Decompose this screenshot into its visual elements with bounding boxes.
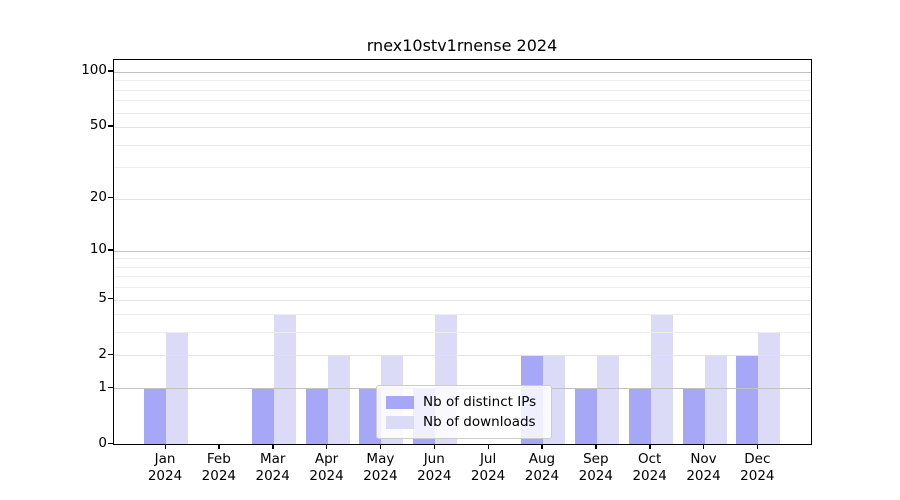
x-tick-mark <box>756 444 759 449</box>
bar <box>650 314 673 444</box>
x-tick-label: Jul 2024 <box>470 451 506 484</box>
gridline <box>114 198 811 200</box>
y-tick-mark <box>108 298 113 300</box>
gridline <box>114 355 811 357</box>
x-tick-label: Mar 2024 <box>255 451 290 484</box>
x-tick-mark <box>326 444 328 449</box>
y-tick-mark <box>108 70 113 72</box>
x-tick-label: Jan 2024 <box>147 451 183 484</box>
x-tick-mark <box>487 444 489 449</box>
y-tick-label: 20 <box>89 189 107 205</box>
gridline <box>114 89 811 91</box>
x-tick-mark <box>218 444 220 449</box>
bar <box>596 355 619 444</box>
plot-area: Nb of distinct IPs Nb of downloads <box>113 59 812 445</box>
bar <box>273 314 296 444</box>
y-tick-mark <box>108 442 113 444</box>
gridline <box>114 276 811 278</box>
bar <box>251 388 274 444</box>
gridline <box>114 266 811 268</box>
y-tick-label: 2 <box>98 345 107 362</box>
x-tick-label: Feb 2024 <box>201 451 237 484</box>
y-tick-label: 50 <box>89 117 107 134</box>
x-tick-mark <box>272 444 274 449</box>
x-tick-label: Apr 2024 <box>309 451 344 484</box>
bar <box>682 388 705 444</box>
legend-swatch-downloads <box>386 415 414 429</box>
x-tick-mark <box>703 444 705 449</box>
x-tick-label: Aug 2024 <box>524 451 560 484</box>
bar <box>704 355 727 444</box>
legend-row-distinct-ips: Nb of distinct IPs <box>386 392 542 412</box>
y-tick-label: 100 <box>81 62 107 79</box>
bar <box>736 355 759 444</box>
x-tick-mark <box>649 444 651 449</box>
chart-title: rnex10stv1rnense 2024 <box>366 36 558 55</box>
x-tick-mark <box>541 444 543 449</box>
legend-label-distinct-ips: Nb of distinct IPs <box>423 394 537 410</box>
gridline <box>114 80 811 82</box>
y-tick-label: 0 <box>98 434 107 451</box>
gridline <box>114 332 811 334</box>
y-tick-label: 5 <box>98 290 107 307</box>
gridline <box>114 126 811 128</box>
y-tick-mark <box>108 249 113 251</box>
gridline <box>114 299 811 301</box>
bar <box>574 388 597 444</box>
x-tick-mark <box>164 444 166 449</box>
bar <box>305 388 328 444</box>
x-tick-mark <box>595 444 597 449</box>
gridline <box>114 100 811 102</box>
legend-row-downloads: Nb of downloads <box>386 412 542 432</box>
y-tick-mark <box>108 125 113 127</box>
gridline <box>114 314 811 316</box>
gridline <box>114 258 811 260</box>
bar <box>327 355 350 444</box>
y-tick-label: 1 <box>98 378 107 395</box>
x-tick-mark <box>379 444 382 449</box>
y-tick-mark <box>108 386 113 388</box>
x-tick-mark <box>433 444 436 449</box>
gridline <box>114 144 811 146</box>
x-tick-label: May 2024 <box>363 451 398 484</box>
legend: Nb of distinct IPs Nb of downloads <box>376 385 552 439</box>
x-tick-label: Nov 2024 <box>686 451 721 484</box>
gridline <box>114 71 811 73</box>
legend-label-downloads: Nb of downloads <box>423 414 536 430</box>
y-tick-mark <box>108 197 113 199</box>
gridline <box>114 287 811 289</box>
y-tick-mark <box>108 353 113 356</box>
legend-swatch-distinct-ips <box>386 395 414 409</box>
x-tick-label: Jun 2024 <box>417 451 452 484</box>
x-tick-label: Dec 2024 <box>740 451 775 484</box>
x-tick-label: Sep 2024 <box>578 451 613 484</box>
bar <box>359 388 382 444</box>
y-tick-label: 10 <box>89 241 107 258</box>
bar <box>144 388 166 444</box>
x-tick-label: Oct 2024 <box>632 451 667 484</box>
gridline <box>114 167 811 169</box>
bar <box>628 388 651 444</box>
gridline <box>114 112 811 114</box>
gridline <box>114 250 811 252</box>
